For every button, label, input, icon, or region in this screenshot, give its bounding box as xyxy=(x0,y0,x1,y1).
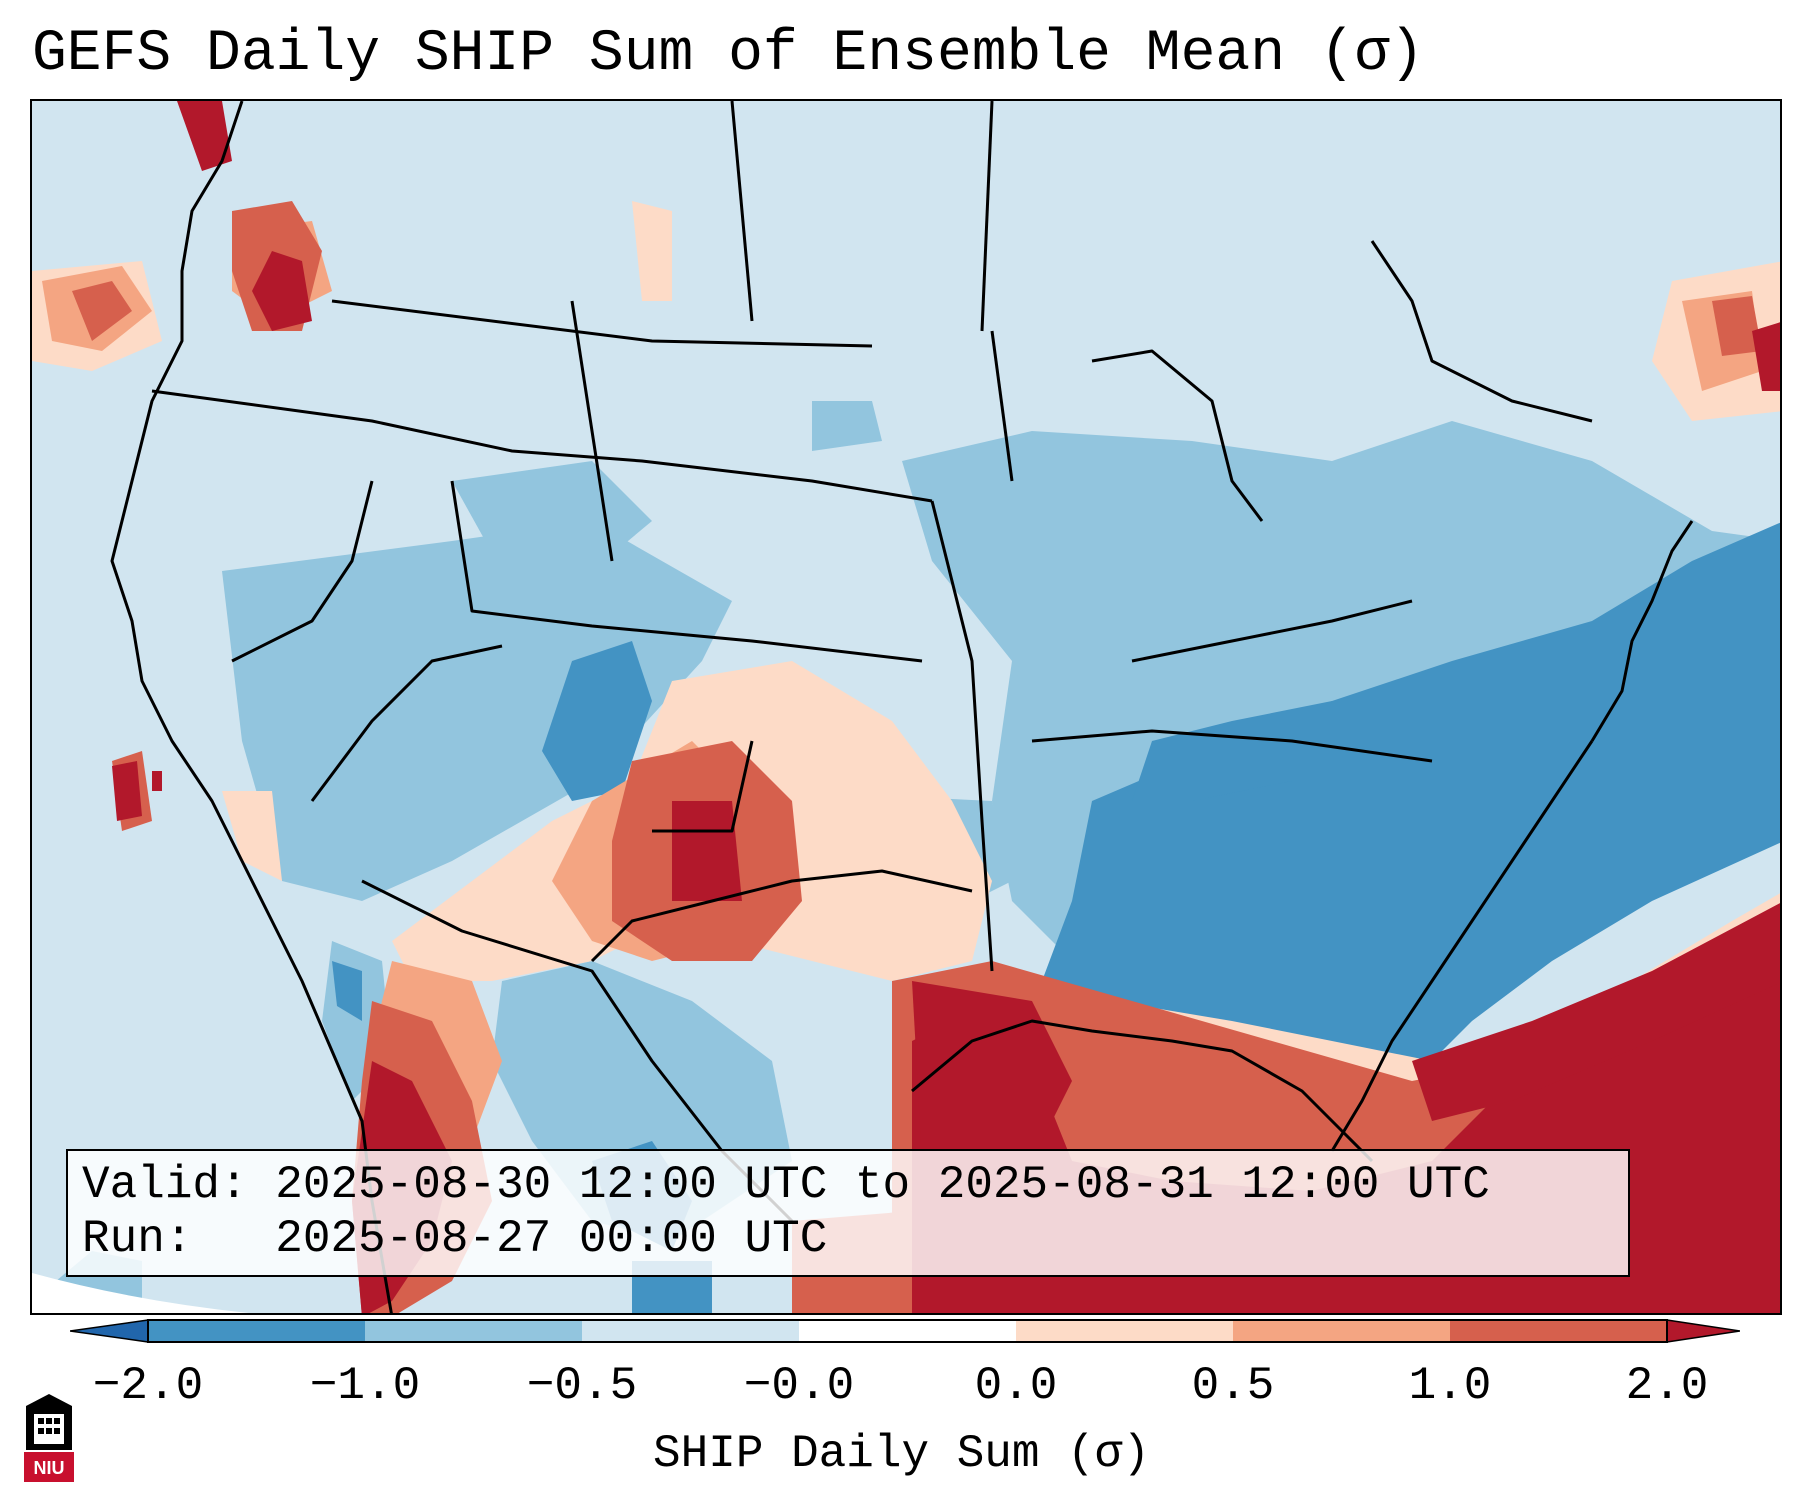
colorbar-bin-3 xyxy=(582,1320,799,1342)
colorbar-tick-label: 0.0 xyxy=(974,1360,1058,1412)
boundaries xyxy=(110,101,1694,1313)
colorbar-tick-label: −2.0 xyxy=(92,1360,204,1412)
border-line-7 xyxy=(930,500,994,972)
colorbar-tick-label: −1.0 xyxy=(309,1360,421,1412)
colorbar-extend-low xyxy=(70,1319,149,1343)
border-line-12 xyxy=(990,330,1014,482)
colorbar-tick-label: 2.0 xyxy=(1625,1360,1709,1412)
east-coast xyxy=(1330,740,1594,1152)
colorbar-tick-label: −0.5 xyxy=(526,1360,638,1412)
logo-text: NIU xyxy=(34,1458,65,1478)
colorbar-label: SHIP Daily Sum (σ) xyxy=(653,1428,1150,1480)
colorbar-tick-label: 1.0 xyxy=(1408,1360,1492,1412)
map-panel: Valid: 2025-08-30 12:00 UTC to 2025-08-3… xyxy=(30,99,1782,1315)
valid-time-text: Valid: 2025-08-30 12:00 UTC to 2025-08-3… xyxy=(82,1159,1490,1211)
valid-run-box: Valid: 2025-08-30 12:00 UTC to 2025-08-3… xyxy=(66,1149,1630,1277)
border-line-6 xyxy=(652,740,754,833)
colorbar-bin-1 xyxy=(148,1320,365,1342)
border-line-10 xyxy=(730,101,754,322)
border-line-9 xyxy=(1031,729,1433,763)
colorbar-outline xyxy=(147,1319,1668,1343)
chart-title: GEFS Daily SHIP Sum of Ensemble Mean (σ) xyxy=(32,22,1425,87)
run-time-text: Run: 2025-08-27 00:00 UTC xyxy=(82,1213,828,1265)
colorbar-bin-5 xyxy=(1016,1320,1233,1342)
border-line-2 xyxy=(450,480,923,663)
colorbar-tick-label: −0.0 xyxy=(743,1360,855,1412)
ship-map xyxy=(32,101,1780,1313)
canada-east xyxy=(1370,240,1593,423)
border-line-13 xyxy=(570,300,614,562)
canada-border xyxy=(331,299,873,348)
border-line-8 xyxy=(1131,599,1413,663)
colorbar-tick-label: 0.5 xyxy=(1191,1360,1275,1412)
border-line-4 xyxy=(310,644,503,802)
west-coast xyxy=(110,101,393,1313)
niu-logo: NIU xyxy=(24,1394,74,1482)
east-coast-north xyxy=(1590,520,1694,742)
colorbar-bin-7 xyxy=(1450,1320,1667,1342)
colorbar-bin-6 xyxy=(1233,1320,1450,1342)
map-edge xyxy=(32,1273,249,1313)
colorbar-bin-2 xyxy=(365,1320,582,1342)
colorbar xyxy=(70,1319,1740,1343)
colorbar-extend-high xyxy=(1666,1319,1740,1343)
border-line-3 xyxy=(231,480,374,663)
colorbar-bin-4 xyxy=(799,1320,1016,1342)
great-lakes xyxy=(1091,349,1264,522)
gulf-coast xyxy=(911,1019,1374,1163)
border-line-1 xyxy=(151,389,933,503)
border-line-5 xyxy=(590,869,973,963)
border-line-11 xyxy=(980,101,994,332)
